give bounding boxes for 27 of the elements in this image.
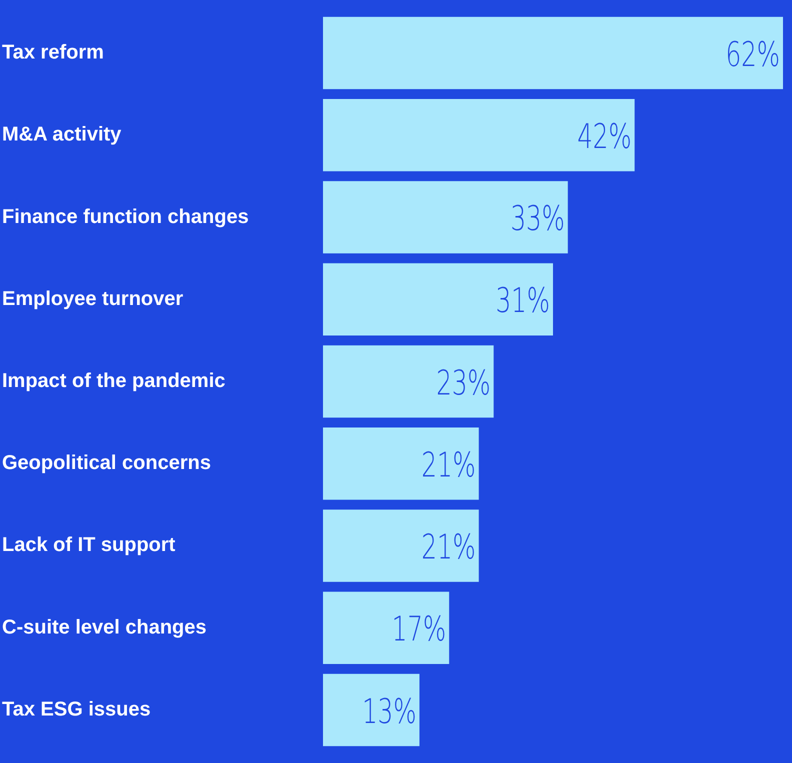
y-tick-label: Impact of the pandemic <box>2 370 226 392</box>
data-label: 33% <box>510 199 565 238</box>
y-tick-label: Lack of IT support <box>2 534 176 556</box>
y-tick-label: Finance function changes <box>2 206 249 228</box>
data-label: 21% <box>421 528 476 567</box>
bar <box>323 181 568 254</box>
bar <box>323 510 479 582</box>
bar <box>323 16 783 90</box>
bar <box>323 99 635 172</box>
data-label: 21% <box>421 445 476 484</box>
bar <box>323 427 479 500</box>
data-label: 62% <box>726 34 780 74</box>
data-label: 42% <box>577 117 632 156</box>
data-label: 31% <box>496 281 550 320</box>
y-tick-label: Tax ESG issues <box>2 698 151 720</box>
data-label: 23% <box>436 363 491 402</box>
data-label: 13% <box>362 692 416 731</box>
y-tick-label: M&A activity <box>2 124 122 146</box>
bar <box>323 674 420 746</box>
data-label: 17% <box>392 610 446 649</box>
y-tick-label: Employee turnover <box>2 288 184 310</box>
bar <box>323 263 553 336</box>
y-tick-label: Tax reform <box>2 42 104 64</box>
bar <box>323 345 494 418</box>
y-tick-label: C-suite level changes <box>2 616 207 638</box>
bar <box>323 592 450 664</box>
y-tick-label: Geopolitical concerns <box>2 452 211 474</box>
